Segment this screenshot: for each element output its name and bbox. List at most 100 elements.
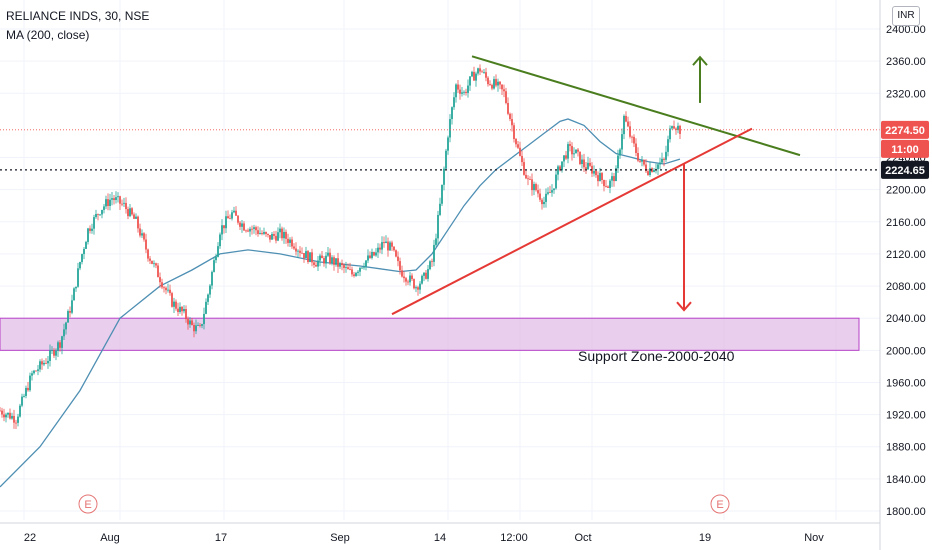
candle-body	[507, 102, 509, 114]
candle-body	[421, 275, 423, 284]
candle-body	[43, 362, 45, 365]
candle-body	[533, 184, 535, 191]
resistance-trendline	[471, 55, 801, 157]
candle-body	[63, 329, 65, 337]
candle-body	[529, 178, 531, 180]
candle-body	[91, 228, 93, 231]
time-axis-tick-label: Oct	[574, 532, 591, 544]
event-marker	[78, 494, 98, 514]
candle-body	[333, 257, 335, 265]
price-axis-tick-label: 2400.00	[886, 24, 926, 36]
candle-body	[119, 196, 121, 204]
candle-body	[279, 228, 281, 233]
candle-body	[205, 301, 207, 314]
candle-body	[645, 164, 647, 172]
candle-body	[357, 271, 359, 273]
candle-body	[305, 251, 307, 259]
candle-body	[93, 217, 95, 229]
candle-body	[471, 71, 473, 77]
candle-body	[513, 125, 515, 139]
ma-indicator-label[interactable]: MA (200, close)	[6, 28, 90, 42]
candle-body	[327, 252, 329, 256]
candle-body	[275, 235, 277, 241]
candle-body	[469, 76, 471, 86]
event-marker-label: E	[716, 499, 723, 511]
candle-body	[605, 186, 607, 187]
candle-body	[153, 263, 155, 265]
candle-body	[659, 162, 661, 165]
candle-body	[347, 267, 349, 270]
time-axis-tick-label: 17	[215, 532, 227, 544]
candle-body	[255, 227, 257, 231]
candle-body	[331, 257, 333, 263]
candle-body	[523, 162, 525, 175]
candle-body	[201, 324, 203, 326]
event-marker-label: E	[84, 499, 91, 511]
candle-body	[5, 414, 7, 418]
candle-body	[657, 164, 659, 170]
candle-body	[547, 192, 549, 194]
candle-body	[181, 306, 183, 312]
candle-body	[249, 228, 251, 232]
candle-body	[661, 158, 663, 163]
candle-body	[431, 261, 433, 263]
reference-price-badge	[881, 160, 929, 179]
price-axis-tick-label: 2320.00	[886, 88, 926, 100]
candle-body	[47, 360, 49, 364]
candle-body	[301, 252, 303, 254]
candle-body	[611, 176, 613, 181]
candle-body	[257, 230, 259, 234]
candle-body	[633, 136, 635, 144]
candle-body	[457, 84, 459, 90]
candle-body	[575, 149, 577, 154]
candle-body	[95, 214, 97, 218]
candle-body	[45, 362, 47, 364]
candle-body	[335, 258, 337, 265]
candle-body	[425, 272, 427, 279]
candle-body	[385, 241, 387, 244]
candle-body	[455, 84, 457, 98]
candle-body	[511, 119, 513, 126]
candle-body	[505, 91, 507, 103]
candle-body	[31, 373, 33, 376]
candle-body	[545, 193, 547, 202]
candle-body	[131, 208, 133, 215]
candle-body	[155, 263, 157, 266]
price-axis-tick-label: 2000.00	[886, 345, 926, 357]
candle-body	[495, 79, 497, 86]
candle-body	[621, 134, 623, 150]
candle-body	[117, 196, 119, 198]
price-axis-tick-label: 1840.00	[886, 474, 926, 486]
candle-body	[123, 202, 125, 204]
candle-body	[445, 150, 447, 169]
currency-label[interactable]: INR	[892, 6, 920, 26]
candle-body	[477, 68, 479, 74]
candle-body	[393, 246, 395, 251]
candle-body	[273, 233, 275, 236]
candle-body	[619, 149, 621, 156]
time-axis-tick-label: Nov	[804, 532, 824, 544]
candle-body	[99, 214, 101, 216]
candle-body	[265, 232, 267, 234]
candle-body	[677, 125, 679, 131]
candle-body	[577, 149, 579, 152]
candle-body	[69, 311, 71, 313]
candle-body	[247, 230, 249, 232]
candle-body	[487, 77, 489, 85]
candle-body	[369, 255, 371, 258]
candle-body	[551, 190, 553, 193]
candle-body	[105, 199, 107, 207]
candle-body	[263, 232, 265, 234]
candle-body	[75, 286, 77, 289]
candle-body	[361, 267, 363, 269]
candle-body	[113, 198, 115, 200]
price-axis-tick-label: 2120.00	[886, 249, 926, 261]
candle-body	[557, 166, 559, 175]
candle-body	[375, 252, 377, 256]
candle-body	[395, 250, 397, 257]
candle-body	[207, 294, 209, 302]
candle-body	[585, 167, 587, 170]
candle-body	[637, 153, 639, 161]
candle-body	[583, 159, 585, 168]
